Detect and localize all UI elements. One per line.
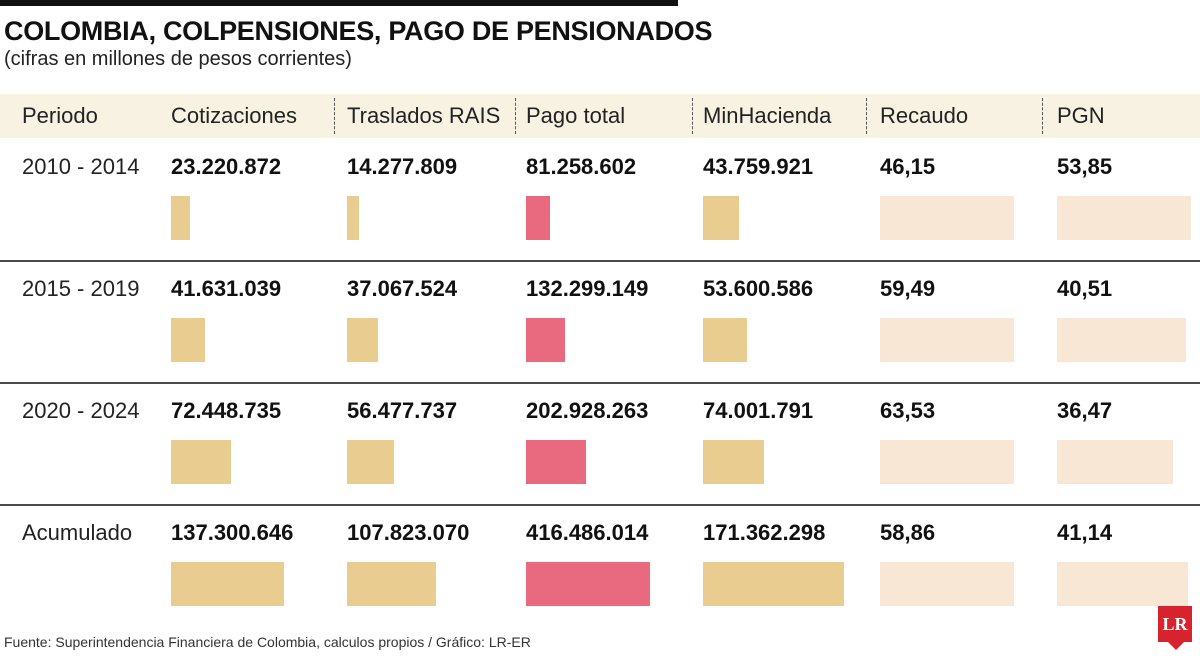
bar-pgn xyxy=(1057,440,1173,484)
value-label-minhacienda: 74.001.791 xyxy=(703,398,814,423)
period-label: 2015 - 2019 xyxy=(22,276,140,301)
period-label: Acumulado xyxy=(22,520,133,545)
chart-title: COLOMBIA, COLPENSIONES, PAGO DE PENSIONA… xyxy=(4,16,713,46)
column-divider xyxy=(692,98,693,134)
bar-pago-total xyxy=(526,196,550,240)
bar-minhacienda xyxy=(703,318,747,362)
value-label-recaudo: 63,53 xyxy=(880,398,936,423)
value-label-pago-total: 202.928.263 xyxy=(526,398,649,423)
value-label-recaudo: 58,86 xyxy=(880,520,936,545)
chart-subtitle: (cifras en millones de pesos corrientes) xyxy=(4,48,352,70)
value-label-traslados-rais: 37.067.524 xyxy=(347,276,458,301)
value-label-cotizaciones: 23.220.872 xyxy=(171,154,282,179)
value-label-pago-total: 81.258.602 xyxy=(526,154,637,179)
bar-pago-total xyxy=(526,318,565,362)
bar-recaudo xyxy=(880,440,1014,484)
value-label-pgn: 40,51 xyxy=(1057,276,1113,301)
lr-logo: LR xyxy=(1158,606,1192,650)
bar-cotizaciones xyxy=(171,196,190,240)
column-header-cotizaciones: Cotizaciones xyxy=(171,103,297,128)
table-row: 2020 - 2024 72.448.735 56.477.737 202.928.2… xyxy=(0,384,1200,506)
column-header-pago-total: Pago total xyxy=(526,103,626,128)
row-separator xyxy=(0,382,1200,384)
row-separator xyxy=(0,504,1200,506)
bar-pgn xyxy=(1057,318,1186,362)
bar-recaudo xyxy=(880,562,1014,606)
title-accent-bar xyxy=(0,0,678,6)
table-row: 2015 - 2019 41.631.039 37.067.524 132.299.1… xyxy=(0,262,1200,384)
bar-traslados-rais xyxy=(347,562,436,606)
bar-recaudo xyxy=(880,196,1014,240)
bar-pago-total xyxy=(526,562,650,606)
value-label-traslados-rais: 56.477.737 xyxy=(347,398,458,423)
value-label-cotizaciones: 137.300.646 xyxy=(171,520,294,545)
value-label-recaudo: 46,15 xyxy=(880,154,936,179)
column-divider xyxy=(866,98,867,134)
bar-pago-total xyxy=(526,440,586,484)
value-label-minhacienda: 53.600.586 xyxy=(703,276,814,301)
bar-cotizaciones xyxy=(171,318,205,362)
table-row: 2010 - 2014 23.220.872 14.277.809 81.258.60… xyxy=(0,140,1200,262)
value-label-cotizaciones: 41.631.039 xyxy=(171,276,282,301)
bar-cotizaciones xyxy=(171,562,284,606)
bar-traslados-rais xyxy=(347,318,378,362)
bar-traslados-rais xyxy=(347,196,359,240)
value-label-pago-total: 132.299.149 xyxy=(526,276,649,301)
row-separator xyxy=(0,260,1200,262)
value-label-pago-total: 416.486.014 xyxy=(526,520,649,545)
value-label-pgn: 53,85 xyxy=(1057,154,1113,179)
bar-minhacienda xyxy=(703,562,844,606)
source-footer: Fuente: Superintendencia Financiera de C… xyxy=(4,634,531,650)
column-header-periodo: Periodo xyxy=(22,103,98,128)
table-header xyxy=(0,94,1200,138)
column-divider xyxy=(334,98,335,134)
bar-traslados-rais xyxy=(347,440,394,484)
column-header-pgn: PGN xyxy=(1057,103,1105,128)
value-label-minhacienda: 171.362.298 xyxy=(703,520,826,545)
value-label-traslados-rais: 14.277.809 xyxy=(347,154,458,179)
value-label-pgn: 41,14 xyxy=(1057,520,1113,545)
bar-pgn xyxy=(1057,562,1188,606)
bar-pgn xyxy=(1057,196,1191,240)
column-header-recaudo: Recaudo xyxy=(880,103,969,128)
column-header-minhacienda: MinHacienda xyxy=(703,103,832,128)
column-divider xyxy=(1042,98,1043,134)
value-label-recaudo: 59,49 xyxy=(880,276,936,301)
table-row: Acumulado 137.300.646 107.823.070 416.486.0… xyxy=(0,506,1200,628)
value-label-traslados-rais: 107.823.070 xyxy=(347,520,470,545)
bar-recaudo xyxy=(880,318,1014,362)
value-label-cotizaciones: 72.448.735 xyxy=(171,398,282,423)
bar-cotizaciones xyxy=(171,440,231,484)
column-divider xyxy=(515,98,516,134)
value-label-pgn: 36,47 xyxy=(1057,398,1113,423)
period-label: 2020 - 2024 xyxy=(22,398,140,423)
period-label: 2010 - 2014 xyxy=(22,154,140,179)
bar-minhacienda xyxy=(703,196,739,240)
value-label-minhacienda: 43.759.921 xyxy=(703,154,814,179)
bar-minhacienda xyxy=(703,440,764,484)
column-header-traslados-rais: Traslados RAIS xyxy=(347,103,501,128)
